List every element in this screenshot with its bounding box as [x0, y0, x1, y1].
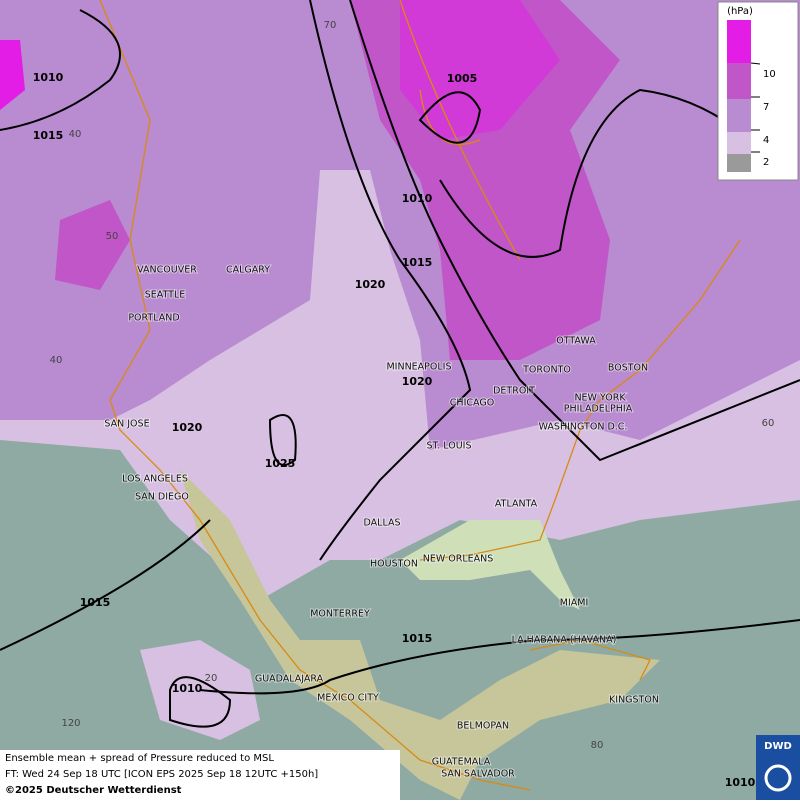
coastline — [529, 639, 651, 681]
caption-box — [0, 750, 400, 800]
isobar — [268, 414, 297, 466]
city-label: ATLANTA — [495, 499, 538, 510]
city-label: PHILADELPHIA — [564, 404, 633, 415]
city-label: OTTAWA — [556, 336, 596, 347]
city-label: SAN DIEGO — [135, 492, 189, 503]
isobar-label: 1025 — [265, 457, 296, 470]
graticule-label: 50 — [106, 231, 119, 242]
graticule-label: 120 — [61, 718, 80, 729]
land-terrain — [180, 470, 660, 800]
city-label: KINGSTON — [609, 695, 659, 706]
isobar-label: 1015 — [402, 632, 433, 645]
city-label: MONTERREY — [310, 609, 370, 620]
city-label: MIAMI — [560, 598, 589, 609]
isobar — [439, 88, 781, 258]
logo-icon — [764, 764, 792, 792]
city-label: CALGARY — [226, 265, 270, 276]
city-label: LA HABANA (HAVANA) — [512, 635, 617, 646]
city-label: SEATTLE — [145, 290, 186, 301]
graticule-label: 40 — [69, 129, 82, 140]
graticule-label: 60 — [762, 418, 775, 429]
legend — [717, 1, 799, 181]
graticule-label: 40 — [50, 355, 63, 366]
logo-text: DWD — [764, 741, 792, 752]
city-label: VANCOUVER — [137, 265, 197, 276]
spread-7-10 — [55, 200, 130, 290]
city-label: BELMOPAN — [457, 721, 509, 732]
city-label: WASHINGTON D.C. — [539, 422, 628, 433]
coastline — [99, 0, 531, 791]
isobar-label: 1010 — [725, 776, 756, 789]
isobar — [0, 9, 121, 131]
city-label: TORONTO — [522, 365, 571, 376]
caption-line: ©2025 Deutscher Wetterdienst — [5, 785, 182, 796]
legend-level: 7 — [763, 102, 769, 113]
city-label: SAN JOSE — [104, 419, 149, 430]
isobar-label: 1005 — [447, 72, 478, 85]
city-label: DETROIT — [493, 386, 535, 397]
isobar — [0, 519, 800, 695]
isobar — [309, 0, 472, 561]
city-label: NEW ORLEANS — [423, 554, 494, 565]
city-label: GUATEMALA — [432, 757, 491, 768]
isobar-label: 1010 — [172, 682, 203, 695]
isobar-label: 1020 — [355, 278, 386, 291]
spread-above-10 — [0, 40, 25, 110]
city-label: GUADALAJARA — [255, 674, 324, 685]
legend-unit: (hPa) — [727, 6, 753, 17]
city-label: MEXICO CITY — [317, 693, 379, 704]
isobar-label: 1010 — [33, 71, 64, 84]
legend-tick — [750, 62, 761, 65]
city-label: BOSTON — [608, 363, 648, 374]
spread-above-10 — [400, 0, 560, 140]
isobar — [349, 0, 800, 462]
isobar — [418, 91, 482, 144]
land-terrain — [400, 520, 580, 610]
city-label: DALLAS — [364, 518, 401, 529]
isobar-label: 1020 — [172, 421, 203, 434]
city-label: ST. LOUIS — [427, 441, 472, 452]
city-label: LOS ANGELES — [122, 474, 188, 485]
graticule-label: 20 — [205, 673, 218, 684]
legend-level: 2 — [763, 157, 769, 168]
city-label: NEW YORK — [574, 393, 626, 404]
isobar-label: 1020 — [402, 375, 433, 388]
caption-line: Ensemble mean + spread of Pressure reduc… — [5, 753, 274, 764]
isobar-label: 1015 — [402, 256, 433, 269]
legend-level: 4 — [763, 135, 769, 146]
caption-line: FT: Wed 24 Sep 18 UTC [ICON EPS 2025 Sep… — [5, 769, 318, 780]
coastline — [419, 239, 741, 561]
isobar-label: 1015 — [80, 596, 111, 609]
isobar-label: 1010 — [402, 192, 433, 205]
isobar-label: 1015 — [33, 129, 64, 142]
city-label: PORTLAND — [128, 313, 179, 324]
graticule-label: 70 — [324, 20, 337, 31]
city-label: MINNEAPOLIS — [386, 362, 451, 373]
city-label: HOUSTON — [370, 559, 418, 570]
graticule-label: 80 — [591, 740, 604, 751]
isobar — [169, 676, 232, 728]
legend-level: 10 — [763, 69, 776, 80]
city-label: SAN SALVADOR — [441, 769, 515, 780]
city-label: CHICAGO — [450, 398, 494, 409]
